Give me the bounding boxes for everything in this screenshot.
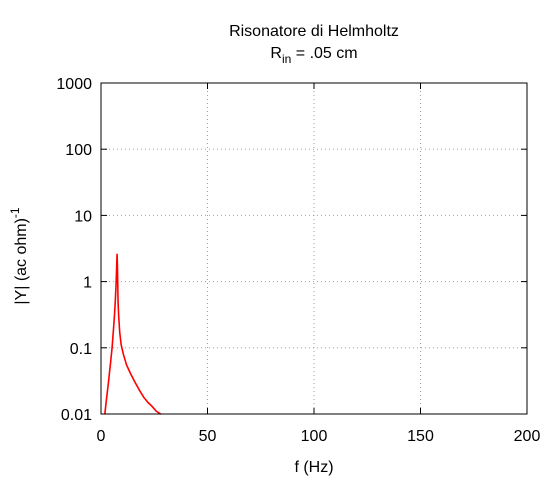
subtitle-rest: = .05 cm (291, 45, 357, 62)
data-point (138, 389, 140, 391)
data-point (130, 373, 132, 375)
data-point (116, 253, 118, 255)
y-tick-label: 10 (74, 208, 92, 225)
y-tick-label: 1 (83, 275, 92, 292)
data-point (119, 331, 121, 334)
x-tick-label: 0 (97, 428, 106, 445)
data-point (109, 361, 112, 364)
grid (101, 83, 527, 414)
subtitle-subscript: in (282, 52, 291, 66)
data-point (151, 405, 153, 408)
data-point (117, 281, 119, 283)
data-point (113, 315, 116, 317)
data-point (114, 300, 116, 303)
data-point (155, 410, 157, 412)
data-point (115, 287, 117, 289)
x-tick-label: 200 (514, 428, 541, 445)
data-point (105, 399, 107, 402)
y-axis-label: |Y| (ac ohm)-1 (8, 207, 30, 305)
y-axis-label-main: |Y| (ac ohm) (13, 218, 30, 305)
y-tick-label: 100 (65, 142, 92, 159)
x-tick-label: 50 (199, 428, 217, 445)
chart-title: Risonatore di Helmholtz (229, 23, 399, 40)
y-axis-label-sup: -1 (8, 207, 22, 218)
data-point (134, 381, 136, 384)
plot-frame (100, 82, 528, 415)
data-point (117, 300, 119, 303)
data-layer (104, 253, 162, 415)
data-point (107, 381, 110, 384)
data-point (147, 401, 149, 403)
x-tick-label: 150 (407, 428, 434, 445)
data-point (116, 264, 118, 266)
y-tick-label: 0.1 (70, 341, 92, 358)
x-axis-label: f (Hz) (294, 459, 333, 476)
data-point (122, 353, 124, 355)
x-tick-label: 100 (301, 428, 328, 445)
ticks: 0 50 100 150 200 0.01 0.1 1 10 100 1000 (56, 76, 540, 445)
data-point (111, 347, 113, 349)
y-tick-label: 0.01 (61, 407, 92, 424)
y-tick-label: 1000 (56, 76, 92, 93)
data-point (115, 275, 117, 277)
data-point (143, 396, 145, 398)
data-point (116, 262, 118, 264)
data-point (118, 315, 120, 317)
chart-subtitle: Rin = .05 cm (270, 45, 357, 66)
data-point (125, 364, 128, 366)
data-point (120, 344, 122, 346)
subtitle-main: R (270, 45, 282, 62)
series-line (104, 254, 162, 415)
data-point (112, 330, 114, 332)
